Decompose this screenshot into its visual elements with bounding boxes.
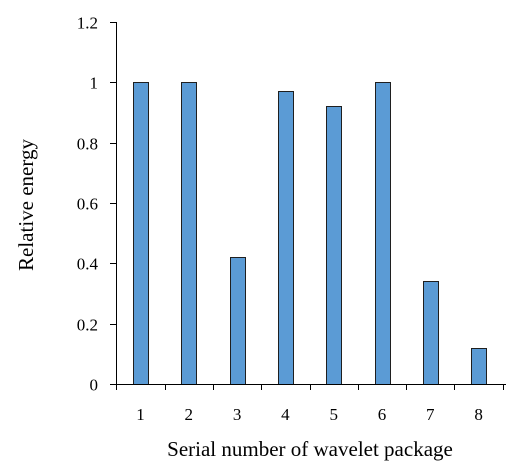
x-tick-label-8: 8 (474, 405, 483, 424)
bar-5 (327, 107, 342, 385)
y-tick-label-1: 1 (90, 74, 99, 93)
y-tick-label-0.6: 0.6 (77, 195, 98, 214)
y-tick-label-1.2: 1.2 (77, 14, 98, 33)
x-tick-label-3: 3 (233, 405, 242, 424)
bars-group (134, 83, 487, 385)
x-tick-label-4: 4 (281, 405, 290, 424)
bar-4 (279, 92, 294, 385)
x-tick-labels: 1 2 3 4 5 6 7 8 (136, 405, 483, 424)
y-tick-label-0.2: 0.2 (77, 316, 98, 335)
y-tick-labels: 0 0.2 0.4 0.6 0.8 1 1.2 (77, 14, 99, 395)
bar-6 (376, 83, 391, 385)
bar-7 (424, 282, 439, 385)
y-tick-label-0: 0 (90, 376, 99, 395)
bar-8 (472, 349, 487, 385)
bar-1 (134, 83, 149, 385)
y-axis-title: Relative energy (14, 139, 38, 271)
bar-3 (231, 258, 246, 385)
x-tick-label-6: 6 (378, 405, 387, 424)
y-tick-label-0.4: 0.4 (77, 255, 99, 274)
y-tick-marks (110, 23, 116, 385)
x-tick-label-1: 1 (136, 405, 145, 424)
x-tick-label-2: 2 (185, 405, 194, 424)
x-axis-title: Serial number of wavelet package (167, 437, 453, 461)
bar-2 (182, 83, 197, 385)
x-tick-label-5: 5 (329, 405, 338, 424)
x-tick-label-7: 7 (426, 405, 435, 424)
y-tick-label-0.8: 0.8 (77, 135, 98, 154)
